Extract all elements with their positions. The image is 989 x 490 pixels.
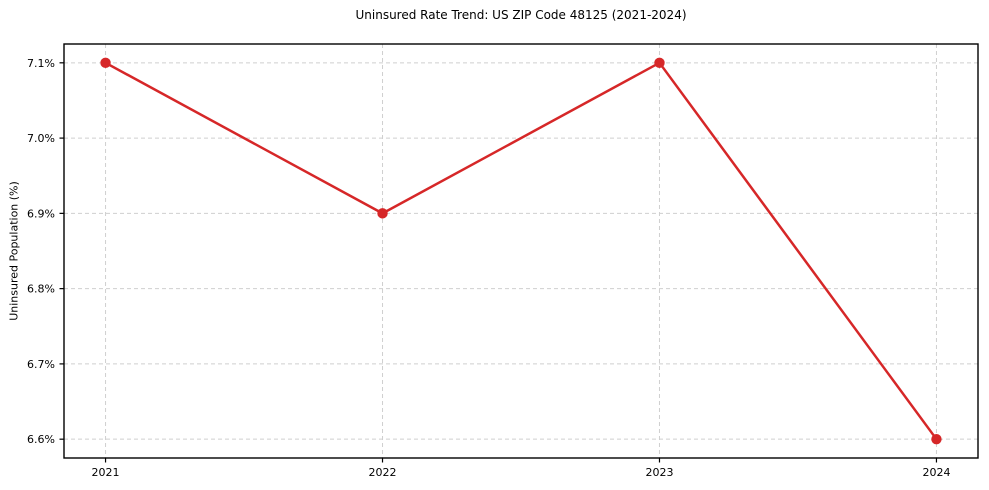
plot-frame xyxy=(63,43,979,459)
series-line xyxy=(104,61,938,441)
x-tick-label: 2023 xyxy=(645,466,673,479)
x-tick-label: 2024 xyxy=(922,466,950,479)
data-point-marker xyxy=(377,208,388,219)
x-tick-label: 2022 xyxy=(369,466,397,479)
y-tick-label: 7.1% xyxy=(27,57,55,70)
data-point-marker xyxy=(654,57,665,69)
data-point-marker xyxy=(931,433,942,445)
x-tick-label: 2021 xyxy=(92,466,120,479)
y-tick-label: 6.8% xyxy=(27,283,55,296)
y-axis-label: Uninsured Population (%) xyxy=(7,181,21,321)
chart-title: Uninsured Rate Trend: US ZIP Code 48125 … xyxy=(355,8,687,22)
y-tick-label: 6.6% xyxy=(27,433,55,446)
data-point-marker xyxy=(100,57,111,69)
y-tick-label: 6.9% xyxy=(27,207,55,220)
y-tick-label: 7.0% xyxy=(27,132,55,145)
y-tick-label: 6.7% xyxy=(27,358,55,371)
